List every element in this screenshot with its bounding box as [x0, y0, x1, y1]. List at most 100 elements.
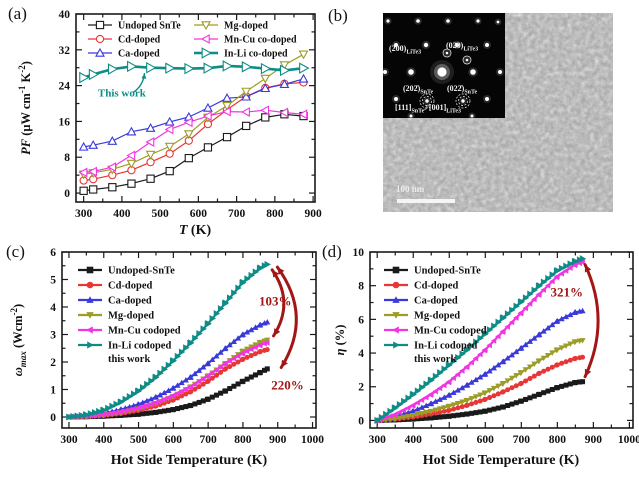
tick-labels: 300 400 500 600 700 800 900 1000 0 2 4 6 8 10 — [353, 247, 639, 446]
axis-ticks — [370, 251, 633, 428]
svg-text:Mg-doped: Mg-doped — [108, 311, 154, 322]
svg-text:500: 500 — [441, 434, 459, 446]
diffraction-spot — [416, 19, 420, 23]
svg-text:1: 1 — [50, 385, 56, 397]
svg-text:0: 0 — [64, 188, 70, 200]
svg-text:8: 8 — [64, 152, 70, 164]
svg-text:Undoped SnTe: Undoped SnTe — [118, 21, 181, 32]
legend: Undoped SnTe Cd-doped Ca-doped Mg-doped Mn-C… — [88, 21, 297, 60]
annotation-arrow — [275, 265, 298, 369]
saed-label-202: (202̄)SnTe — [403, 84, 434, 96]
diffraction-spot — [409, 114, 413, 118]
diffraction-spot — [461, 99, 465, 103]
panel-label-c: (c) — [6, 242, 25, 261]
svg-text:500: 500 — [152, 208, 170, 220]
svg-text:0: 0 — [358, 415, 364, 427]
svg-text:In-Li codoped: In-Li codoped — [414, 341, 477, 352]
legend-this-work: this work — [108, 354, 150, 365]
svg-text:700: 700 — [513, 434, 531, 446]
plot-frame — [61, 251, 317, 429]
series-in-li-codoped — [374, 255, 587, 424]
y-axis-label: PF (μW cm-1 K-2) — [17, 61, 33, 155]
svg-text:300: 300 — [60, 434, 78, 446]
svg-text:5: 5 — [50, 275, 56, 287]
legend: Undoped-SnTe Cd-doped Ca-doped Mg-doped Mn-C… — [78, 266, 181, 365]
diffraction-spot — [425, 99, 429, 103]
plot-frame — [369, 251, 634, 429]
svg-text:3: 3 — [50, 330, 56, 342]
svg-text:24: 24 — [59, 81, 71, 93]
panel-label-a: (a) — [8, 4, 27, 23]
svg-text:2: 2 — [358, 382, 364, 394]
svg-text:400: 400 — [95, 434, 113, 446]
diffraction-spot — [445, 51, 449, 55]
legend-this-work: this work — [414, 354, 456, 365]
svg-text:Cd-doped: Cd-doped — [414, 281, 459, 292]
svg-text:Mg-doped: Mg-doped — [224, 21, 268, 32]
diffraction-spot — [383, 70, 387, 74]
series-mn-cu-codoped — [374, 259, 585, 424]
diffraction-spot — [394, 43, 398, 47]
svg-text:600: 600 — [190, 208, 208, 220]
svg-text:900: 900 — [304, 208, 322, 220]
svg-text:6: 6 — [50, 247, 56, 259]
x-axis-label: T (K) — [179, 223, 212, 238]
series-mg-doped — [374, 338, 586, 424]
svg-text:0: 0 — [50, 412, 56, 424]
panel-label-b: (b) — [328, 6, 348, 25]
svg-text:16: 16 — [59, 116, 71, 128]
svg-text:Mn-Cu codoped: Mn-Cu codoped — [108, 326, 181, 337]
svg-text:Ca-doped: Ca-doped — [414, 296, 458, 307]
svg-text:800: 800 — [234, 434, 252, 446]
axis-ticks — [62, 251, 316, 428]
svg-text:4: 4 — [50, 302, 56, 314]
svg-text:Cd-doped: Cd-doped — [118, 35, 161, 46]
diffraction-spot — [408, 69, 414, 75]
diffraction-spot — [386, 19, 390, 23]
series-undoped-snte — [79, 110, 308, 195]
x-axis-label: Hot Side Temperature (K) — [423, 453, 580, 468]
svg-text:8: 8 — [358, 281, 364, 293]
svg-text:4: 4 — [358, 348, 364, 360]
diffraction-spot — [496, 20, 500, 24]
svg-text:400: 400 — [405, 434, 423, 446]
tick-labels: 300 400 500 600 700 800 900 0 8 16 24 32 40 — [59, 9, 322, 220]
y-axis-label: ωmax (Wcm-2) — [9, 304, 28, 376]
y-axis-label: η (%) — [333, 325, 347, 356]
annotation-321-: 321% — [550, 285, 583, 300]
svg-text:Cd-doped: Cd-doped — [108, 281, 153, 292]
diffraction-spot — [498, 70, 502, 74]
svg-text:32: 32 — [59, 45, 71, 57]
svg-text:In-Li codoped: In-Li codoped — [108, 341, 171, 352]
series-mn-cu-codoped — [65, 339, 270, 421]
chart-omega-max-vs-temperature: 300 400 500 600 700 800 900 1000 0 1 2 3 4 5 6 Hot Side… — [9, 247, 324, 468]
svg-text:1000: 1000 — [301, 434, 324, 446]
panel-label-d: (d) — [322, 242, 342, 261]
tick-labels: 300 400 500 600 700 800 900 1000 0 1 2 3 4 5 6 — [50, 247, 324, 446]
svg-text:1000: 1000 — [618, 434, 639, 446]
legend: Undoped-SnTe Cd-doped Ca-doped Mg-doped Mn-C… — [384, 266, 487, 365]
svg-text:600: 600 — [165, 434, 183, 446]
diffraction-spot — [423, 42, 429, 48]
svg-text:Ca-doped: Ca-doped — [108, 296, 152, 307]
diffraction-spot — [454, 42, 460, 48]
svg-text:500: 500 — [130, 434, 148, 446]
svg-text:Mn-Cu codoped: Mn-Cu codoped — [414, 326, 487, 337]
svg-text:900: 900 — [269, 434, 287, 446]
diffraction-spot — [485, 97, 489, 101]
svg-text:2: 2 — [50, 357, 56, 369]
svg-text:6: 6 — [358, 314, 364, 326]
svg-text:300: 300 — [369, 434, 387, 446]
diffraction-spot — [446, 19, 450, 23]
saed-label-200: (200)LiTe3 — [389, 44, 422, 56]
svg-text:400: 400 — [113, 208, 131, 220]
svg-text:40: 40 — [59, 9, 71, 21]
series-in-li-co-doped — [79, 60, 310, 84]
svg-text:600: 600 — [477, 434, 495, 446]
saed-diffraction-spots — [381, 17, 504, 120]
axis-ticks — [76, 13, 315, 202]
annotation-103-: 103% — [259, 294, 292, 309]
svg-text:700: 700 — [228, 208, 246, 220]
tem-micrograph: (200)LiTe3 (020)LiTe3 (202̄)SnTe (022̄)S… — [381, 13, 613, 212]
